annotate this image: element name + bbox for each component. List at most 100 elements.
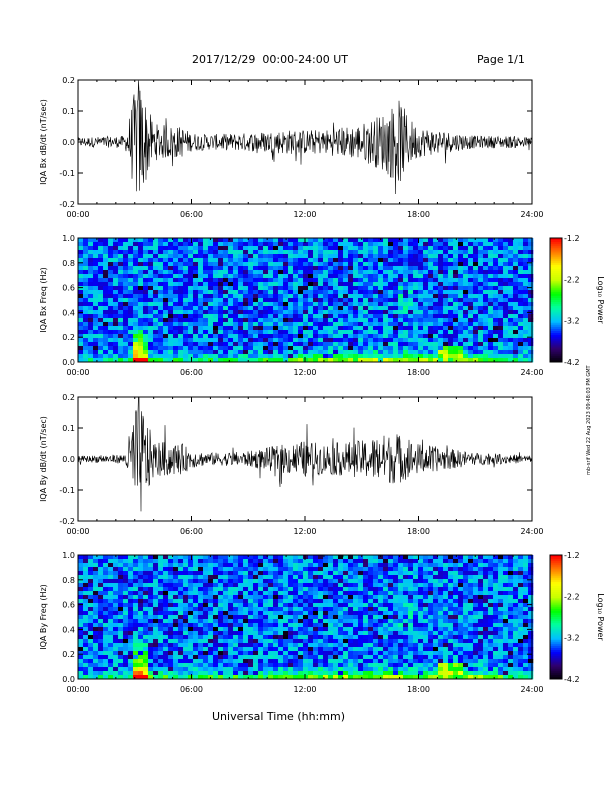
bx-spec-cell: [508, 310, 514, 315]
bx-spec-cell: [278, 242, 284, 247]
bx-spec-cell: [83, 350, 89, 355]
by-spec-cell: [503, 571, 509, 576]
bx-spec-cell: [318, 290, 324, 295]
by-spec-cell: [478, 555, 484, 560]
by-spec-cell: [123, 623, 129, 628]
bx-spec-cell: [203, 310, 209, 315]
bx-spec-cell: [508, 322, 514, 327]
bx-spec-cell: [343, 330, 349, 335]
by-spec-cell: [158, 635, 164, 640]
by-spec-cell: [513, 555, 519, 560]
bx-spec-cell: [183, 246, 189, 251]
bx-spec-cell: [208, 238, 214, 243]
bx-spec-cell: [448, 338, 454, 343]
bx-spec-cell: [308, 298, 314, 303]
bx-spec-cell: [258, 358, 264, 363]
bx-spec-cell: [523, 358, 529, 363]
bx-spec-cell: [303, 262, 309, 267]
bx-spec-cell: [213, 254, 219, 259]
bx-spec-cell: [168, 254, 174, 259]
bx-spec-cell: [383, 310, 389, 315]
by-spec-cell: [273, 559, 279, 564]
bx-spec-cell: [143, 294, 149, 299]
bx-spec-cell: [203, 278, 209, 283]
bx-spec-cell: [338, 294, 344, 299]
by-spec-cell: [498, 619, 504, 624]
bx-spec-cell: [468, 302, 474, 307]
bx-spec-cell: [423, 342, 429, 347]
by-spec-cell: [498, 571, 504, 576]
bx-spec-cell: [238, 282, 244, 287]
bx-spec-cell: [133, 278, 139, 283]
bx-spec-cell: [408, 342, 414, 347]
bx-spec-cell: [203, 282, 209, 287]
bx-spec-cell: [423, 278, 429, 283]
by-spec-cell: [303, 635, 309, 640]
by-spec-cell: [98, 583, 104, 588]
bx-spec-cell: [153, 294, 159, 299]
by-spec-cell: [253, 587, 259, 592]
bx-spec-cell: [78, 266, 84, 271]
by-spec-cell: [108, 567, 114, 572]
by-spec-cell: [173, 563, 179, 568]
bx-spec-cell: [213, 266, 219, 271]
by-spec-cell: [123, 631, 129, 636]
by-spec-cell: [518, 563, 524, 568]
by-spec-cell: [78, 583, 84, 588]
bx-spec-cell: [448, 302, 454, 307]
by-spec-cell: [298, 579, 304, 584]
bx-spec-colorbar-step: [550, 275, 562, 278]
bx-spec-cell: [163, 290, 169, 295]
bx-spec-cell: [98, 282, 104, 287]
bx-spec-cell: [433, 246, 439, 251]
bx-spec-cell: [443, 298, 449, 303]
by-spec-cell: [233, 571, 239, 576]
by-spec-cell: [388, 559, 394, 564]
by-spec-cell: [488, 579, 494, 584]
bx-spec-cell: [443, 266, 449, 271]
bx-spec-cell: [123, 298, 129, 303]
bx-spec-cell: [383, 238, 389, 243]
bx-spec-cell: [433, 314, 439, 319]
by-spec-cell: [378, 623, 384, 628]
by-spec-cell: [418, 607, 424, 612]
bx-spec-cell: [333, 294, 339, 299]
by-spec-cell: [83, 611, 89, 616]
by-spec-cell: [133, 555, 139, 560]
by-spec-cell: [403, 575, 409, 580]
bx-spec-cell: [433, 262, 439, 267]
bx-spec-cell: [293, 342, 299, 347]
bx-spec-cell: [213, 318, 219, 323]
bx-spec-cell: [223, 258, 229, 263]
by-spec-cell: [458, 619, 464, 624]
by-spec-cell: [498, 559, 504, 564]
bx-spec-cell: [403, 278, 409, 283]
bx-spec-cell: [138, 302, 144, 307]
by-spec-cell: [428, 559, 434, 564]
bx-spec-cell: [478, 310, 484, 315]
bx-spec-cell: [93, 274, 99, 279]
by-spec-cell: [93, 615, 99, 620]
bx-spec-cell: [403, 302, 409, 307]
bx-spec-cell: [498, 334, 504, 339]
bx-spec-cell: [513, 238, 519, 243]
bx-spec-cell: [168, 262, 174, 267]
by-spec-cell: [383, 567, 389, 572]
bx-spec-cell: [458, 294, 464, 299]
bx-spec-cell: [163, 258, 169, 263]
by-spec-cell: [393, 595, 399, 600]
by-spec-cell: [303, 627, 309, 632]
by-spec-cell: [78, 599, 84, 604]
by-spec-cell: [238, 559, 244, 564]
bx-spec-cell: [153, 290, 159, 295]
bx-spec-cell: [83, 322, 89, 327]
by-spec-cell: [318, 555, 324, 560]
bx-spec-cell: [203, 314, 209, 319]
bx-spec-cell: [83, 262, 89, 267]
by-spec-cell: [223, 599, 229, 604]
bx-spec-cell: [408, 266, 414, 271]
bx-spec-cell: [203, 338, 209, 343]
bx-spec-cell: [238, 330, 244, 335]
bx-spec-cell: [318, 346, 324, 351]
bx-spec-cell: [388, 294, 394, 299]
